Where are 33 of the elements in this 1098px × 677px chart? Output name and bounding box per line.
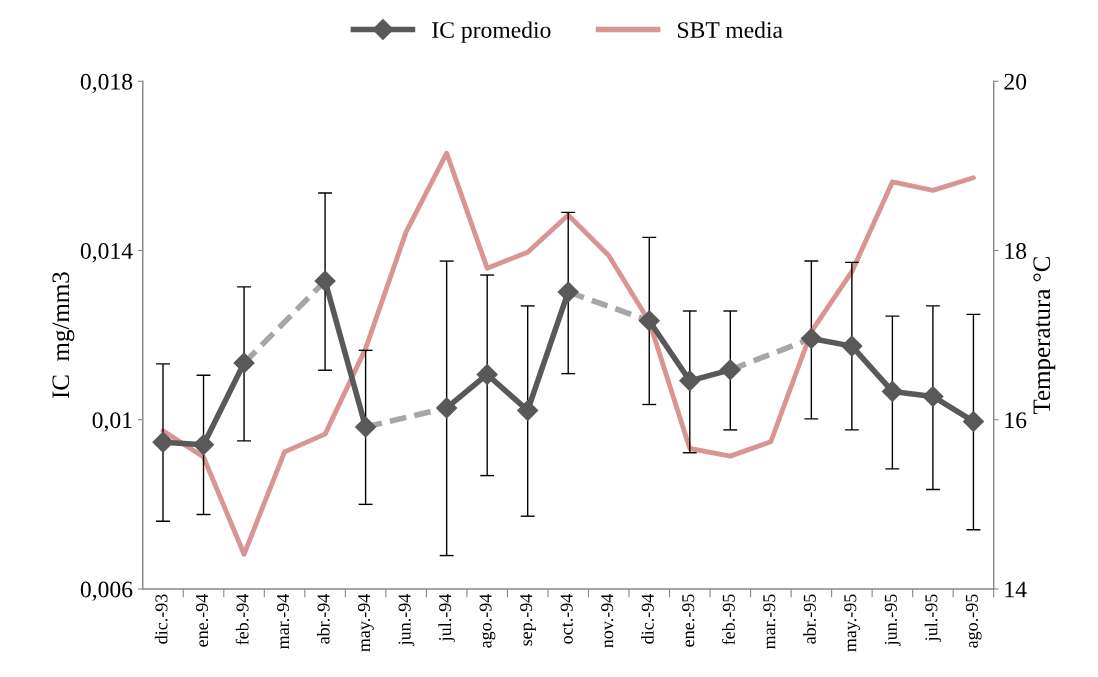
x-tick-label: feb.-95	[721, 594, 735, 645]
x-tick-label: mar.-95	[763, 594, 776, 649]
y-tick-label: 0,014	[80, 242, 133, 263]
x-tick-label: feb.-94	[235, 593, 249, 645]
x-tick-label: dic.-93	[154, 594, 168, 644]
y2-tick-label: 14	[1005, 581, 1027, 598]
x-tick-label: abr.-95	[803, 594, 816, 644]
x-tick-label: ene.-95	[682, 594, 695, 647]
x-tick-label: sep.-94	[520, 594, 536, 646]
x-tick-label: nov.-94	[601, 593, 614, 648]
y-tick-label: 0,006	[80, 581, 133, 601]
x-tick-label: jun.-95	[884, 594, 901, 646]
y-axis-title: IC mg/mm3	[52, 272, 75, 399]
legend-label: IC promedio	[432, 21, 551, 43]
y2-tick-label: 16	[1005, 412, 1027, 429]
y2-tick-label: 18	[1005, 242, 1027, 259]
y2-tick-label: 20	[1004, 73, 1027, 90]
y2-axis-title: Temperatura °C	[1033, 257, 1056, 415]
x-tick-label: dic.-94	[641, 593, 654, 644]
x-tick-label: jul.-95	[924, 594, 942, 642]
x-tick-label: jul.-94	[438, 593, 455, 642]
x-tick-label: ago.-94	[479, 593, 496, 648]
x-tick-label: may.-95	[844, 594, 861, 652]
x-tick-label: oct.-94	[560, 593, 573, 644]
x-tick-label: ene.-94	[195, 594, 209, 647]
x-tick-label: jun.-94	[398, 593, 415, 646]
y-tick-label: 0,01	[92, 412, 132, 432]
x-tick-label: may.-94	[357, 593, 374, 652]
legend-label: SBT media	[678, 21, 783, 39]
y-tick-label: 0,018	[80, 73, 133, 94]
x-tick-label: ago.-95	[965, 594, 982, 648]
x-tick-label: mar.-94	[276, 593, 290, 649]
x-tick-label: abr.-94	[316, 593, 330, 644]
